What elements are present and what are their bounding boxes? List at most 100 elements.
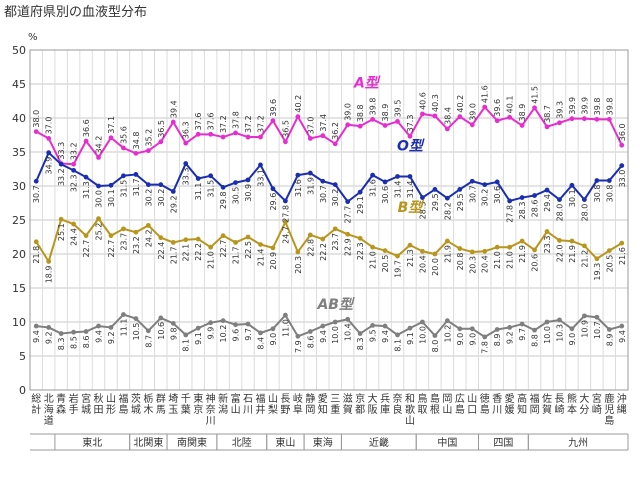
data-label: 24.2 xyxy=(144,229,153,247)
category-label: 栃木 xyxy=(143,392,153,416)
data-label: 33.2 xyxy=(57,168,66,186)
data-point xyxy=(519,195,525,200)
data-label: 39.8 xyxy=(605,98,614,116)
data-point xyxy=(594,178,600,183)
data-point xyxy=(395,119,400,124)
y-tick-label: 35 xyxy=(12,146,26,159)
data-point xyxy=(307,329,313,334)
data-label: 36.0 xyxy=(618,123,627,141)
data-label: 9.7 xyxy=(518,328,527,341)
series-name-label: O型 xyxy=(397,139,425,155)
data-point xyxy=(382,179,388,185)
data-point xyxy=(258,242,263,247)
data-point xyxy=(71,329,77,335)
data-point xyxy=(420,195,425,200)
category-label: 滋賀 xyxy=(343,392,353,416)
data-point xyxy=(83,174,89,180)
data-point xyxy=(370,244,376,250)
data-label: 9.4 xyxy=(32,330,41,343)
data-label: 38.8 xyxy=(356,104,365,122)
data-label: 29.1 xyxy=(356,196,365,214)
region-label: 中国 xyxy=(437,436,457,449)
data-label: 24.7 xyxy=(281,226,290,244)
data-point xyxy=(357,331,363,336)
data-label: 22.2 xyxy=(194,243,203,261)
data-label: 39.6 xyxy=(493,99,502,117)
data-point xyxy=(432,187,438,192)
data-label: 9.2 xyxy=(107,331,116,344)
data-point xyxy=(532,105,537,111)
data-point xyxy=(282,198,288,204)
data-label: 25.1 xyxy=(57,223,66,241)
y-tick-label: 25 xyxy=(12,214,26,227)
data-label: 24.4 xyxy=(70,228,79,246)
data-label: 39.8 xyxy=(369,98,378,116)
y-tick-labels: 0 5 10 15 20 25 30 35 40 45 50 xyxy=(12,44,26,397)
data-point xyxy=(594,314,600,320)
data-point xyxy=(183,140,189,146)
data-label: 37.8 xyxy=(232,111,241,129)
data-point xyxy=(307,136,313,141)
data-point xyxy=(145,148,151,154)
data-label: 10.0 xyxy=(331,326,340,344)
data-label: 11.1 xyxy=(119,319,128,337)
data-point xyxy=(594,256,600,262)
data-point xyxy=(469,178,475,184)
data-point xyxy=(33,239,39,245)
data-point xyxy=(619,163,625,169)
data-point xyxy=(395,253,400,259)
data-label: 30.1 xyxy=(107,189,116,207)
data-label: 8.6 xyxy=(82,336,91,349)
data-point xyxy=(544,229,550,234)
data-label: 30.8 xyxy=(593,185,602,203)
data-label: 8.9 xyxy=(605,333,614,346)
data-point xyxy=(320,133,326,139)
data-label: 27.7 xyxy=(344,206,353,224)
data-point xyxy=(320,236,326,242)
data-point xyxy=(370,323,376,328)
data-label: 8.0 xyxy=(431,340,440,353)
data-point xyxy=(195,325,201,331)
category-label: 岡山 xyxy=(442,393,452,416)
data-point xyxy=(619,240,625,246)
data-point xyxy=(469,326,475,332)
data-point xyxy=(170,320,176,326)
category-label: 鳥取 xyxy=(417,392,427,416)
data-label: 19.7 xyxy=(394,260,403,278)
series-name-label: A型 xyxy=(353,75,381,91)
category-label: 富山 xyxy=(231,392,241,416)
data-point xyxy=(58,161,64,167)
data-label: 37.3 xyxy=(406,115,415,133)
data-point xyxy=(233,130,238,136)
data-point xyxy=(96,183,101,189)
data-point xyxy=(581,197,587,203)
data-point xyxy=(507,198,513,204)
data-label: 34.8 xyxy=(132,132,141,150)
data-label: 22.0 xyxy=(555,244,564,262)
category-label: 茨城 xyxy=(131,392,141,416)
data-label: 30.6 xyxy=(493,186,502,204)
data-label: 31.6 xyxy=(294,179,303,197)
region-label: 東山 xyxy=(275,436,295,449)
data-point xyxy=(482,182,488,188)
data-label: 22.1 xyxy=(182,244,191,262)
data-point xyxy=(357,189,363,195)
category-label: 熊本 xyxy=(567,392,577,416)
data-point xyxy=(519,238,525,244)
data-label: 22.9 xyxy=(344,238,353,256)
data-point xyxy=(420,248,425,254)
data-label: 7.8 xyxy=(481,341,490,354)
data-label: 20.5 xyxy=(605,255,614,273)
data-point xyxy=(133,150,139,156)
category-label: 東京 xyxy=(193,392,203,416)
data-point xyxy=(320,178,326,184)
data-label: 10.2 xyxy=(443,325,452,343)
data-point xyxy=(395,174,400,179)
data-point xyxy=(195,131,201,137)
category-label: 長崎 xyxy=(554,393,564,416)
data-label: 37.6 xyxy=(194,113,203,131)
data-point xyxy=(33,178,39,184)
data-label: 33.1 xyxy=(256,169,265,187)
data-label: 33.3 xyxy=(182,168,191,186)
data-point xyxy=(245,134,251,140)
